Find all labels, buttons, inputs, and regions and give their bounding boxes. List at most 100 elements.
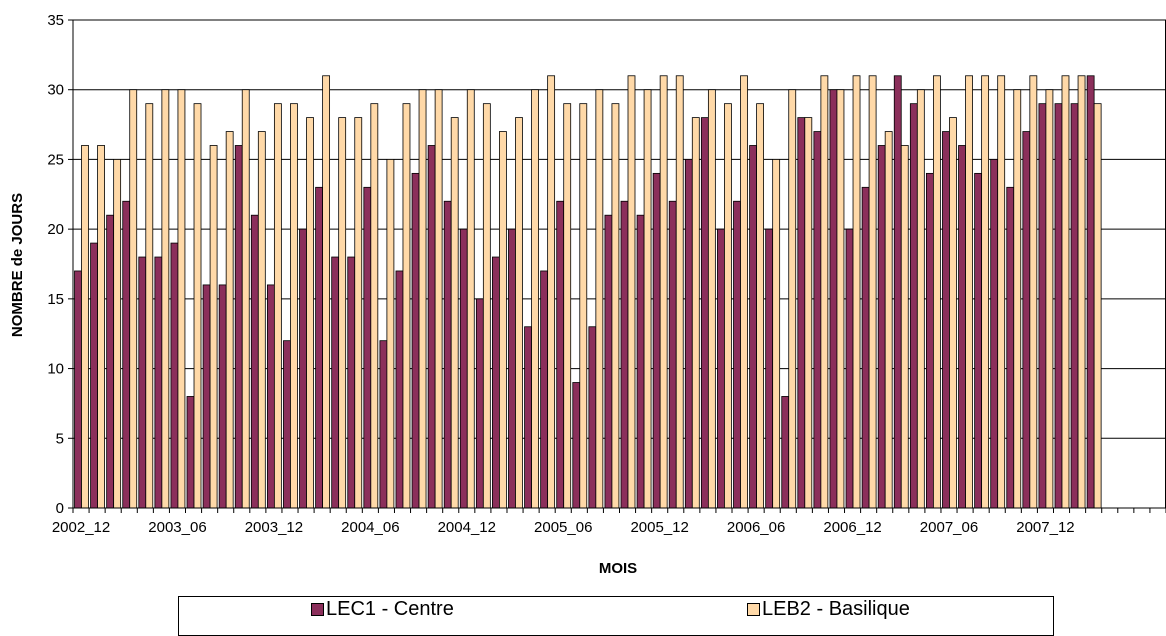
bar-lec1 [1070,103,1079,509]
bar-leb2 [354,117,363,509]
bar-leb2 [643,89,652,509]
y-tick-label: 25 [47,151,64,168]
bar-leb2 [691,117,700,509]
bar-leb2 [772,159,781,509]
bar-leb2 [322,75,331,509]
x-tick-label: 2007_12 [1016,519,1074,536]
bar-lec1 [395,270,404,509]
bar-leb2 [981,75,990,509]
bar-lec1 [443,200,452,509]
x-tick-label: 2004_06 [341,519,399,536]
x-tick-label: 2006_12 [823,519,881,536]
y-axis-title: NOMBRE de JOURS [9,193,26,337]
bar-leb2 [113,159,122,509]
y-tick-label: 5 [56,430,64,447]
bar-leb2 [402,103,411,509]
x-tick-label: 2005_06 [534,519,592,536]
bar-lec1 [1038,103,1047,509]
y-tick-labels: 0 5 10 15 20 25 30 35 [47,12,64,517]
x-tick-label: 2004_12 [438,519,496,536]
bar-leb2 [290,103,298,509]
bar-leb2 [418,89,427,509]
bar-leb2 [1045,89,1054,509]
bar-lec1 [717,228,725,509]
bar-lec1 [459,228,468,509]
bar-lec1 [508,228,516,509]
bar-lec1 [797,117,806,509]
bar-lec1 [733,200,741,509]
bar-lec1 [122,200,131,509]
y-tick-label: 15 [47,291,64,308]
bar-lec1 [1022,131,1031,509]
bar-lec1 [492,256,500,509]
legend: LEC1 - Centre LEB2 - Basilique [178,596,1054,636]
bar-lec1 [652,172,661,509]
bar-leb2 [579,103,588,509]
bar-lec1 [170,242,179,509]
bar-leb2 [611,103,620,509]
bar-lec1 [1054,103,1063,509]
x-tick-label: 2003_12 [245,519,303,536]
legend-label-lec1: LEC1 - Centre [326,598,454,620]
bar-lec1 [411,172,420,509]
bar-leb2 [129,89,138,509]
bar-leb2 [177,89,186,509]
x-axis-title: MOIS [599,560,637,577]
bar-leb2 [515,117,523,509]
bar-leb2 [627,75,636,509]
bar-leb2 [595,89,604,509]
bar-leb2 [1029,75,1038,509]
bar-leb2 [257,131,266,509]
x-tick-label: 2003_06 [148,519,206,536]
bar-lec1 [524,326,532,509]
bar-lec1 [572,382,581,509]
bar-lec1 [893,75,902,509]
x-tick-labels: 2002_12 2003_06 2003_12 2004_06 2004_12 2005_… [52,519,1075,536]
bar-leb2 [209,145,218,509]
bar-leb2 [997,75,1006,509]
bar-lec1 [186,396,195,509]
bar-lec1 [556,200,565,509]
bar-leb2 [965,75,973,509]
legend-item-lec1: LEC1 - Centre [311,598,454,621]
x-tick-label: 2006_06 [727,519,785,536]
bar-lec1 [283,340,291,509]
bar-leb2 [949,117,957,509]
y-tick-label: 0 [56,500,64,517]
bar-leb2 [820,75,829,509]
bar-leb2 [1013,89,1022,509]
bar-leb2 [1093,103,1102,509]
bar-leb2 [659,75,668,509]
bar-lec1 [925,172,934,509]
bar-lec1 [781,396,790,509]
bar-leb2 [97,145,105,509]
bar-leb2 [1077,75,1086,509]
bar-lec1 [1006,186,1015,509]
bar-lec1 [684,159,693,509]
legend-label-leb2: LEB2 - Basilique [762,598,910,620]
bar-lec1 [604,214,613,509]
legend-swatch-leb2 [747,603,760,616]
bar-leb2 [193,103,202,509]
bar-lec1 [90,242,98,509]
x-tick-label: 2007_06 [920,519,978,536]
bar-lec1 [138,256,147,509]
bar-leb2 [868,75,877,509]
bar-leb2 [804,117,813,509]
bar-lec1 [363,186,372,509]
legend-item-leb2: LEB2 - Basilique [747,598,910,621]
bar-leb2 [756,103,764,509]
bar-leb2 [306,117,314,509]
bar-lec1 [154,256,163,509]
x-tick-label: 2002_12 [52,519,110,536]
y-tick-label: 10 [47,361,64,378]
bar-lec1 [315,186,324,509]
bar-lec1 [877,145,886,509]
bar-lec1 [427,145,436,509]
bar-leb2 [273,103,282,509]
bar-lec1 [909,103,918,509]
bar-lec1 [749,145,757,509]
bar-leb2 [145,103,154,509]
bar-leb2 [81,145,89,509]
bar-lec1 [218,284,227,509]
